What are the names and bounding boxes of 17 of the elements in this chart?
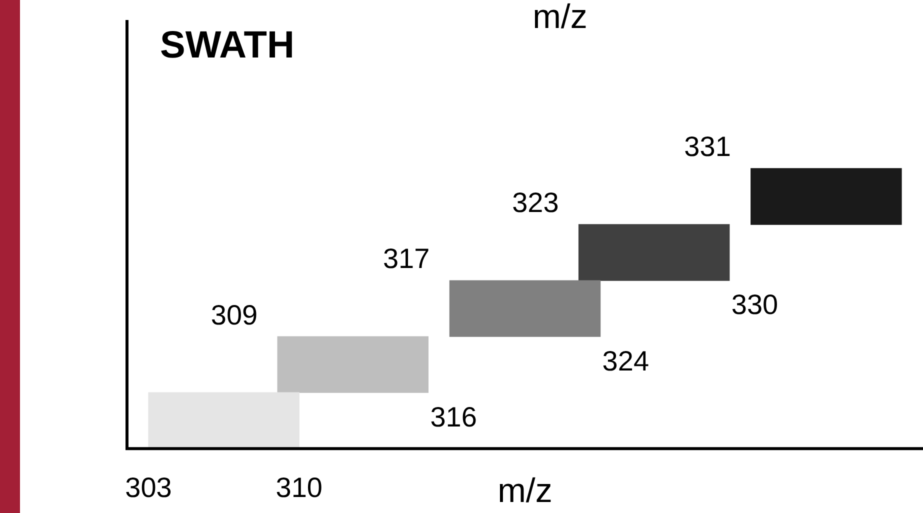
bar — [148, 392, 300, 449]
bar — [449, 280, 601, 337]
annotation: 309 — [210, 299, 258, 330]
bar — [578, 224, 730, 281]
annotation: 324 — [602, 345, 650, 376]
chart-title: SWATH — [160, 24, 294, 66]
x-tick-label: 303 — [125, 472, 172, 504]
bar — [277, 336, 429, 393]
annotation: 330 — [731, 289, 778, 320]
text: 331 — [684, 131, 731, 162]
x-axis-title: m/z — [498, 472, 552, 510]
text: m/z — [532, 0, 588, 37]
x-tick-label: 310 — [276, 472, 322, 504]
annotation: 316 — [430, 401, 477, 432]
annotation: 323 — [512, 187, 559, 218]
bar — [750, 168, 902, 225]
annotation: 317 — [382, 243, 430, 274]
